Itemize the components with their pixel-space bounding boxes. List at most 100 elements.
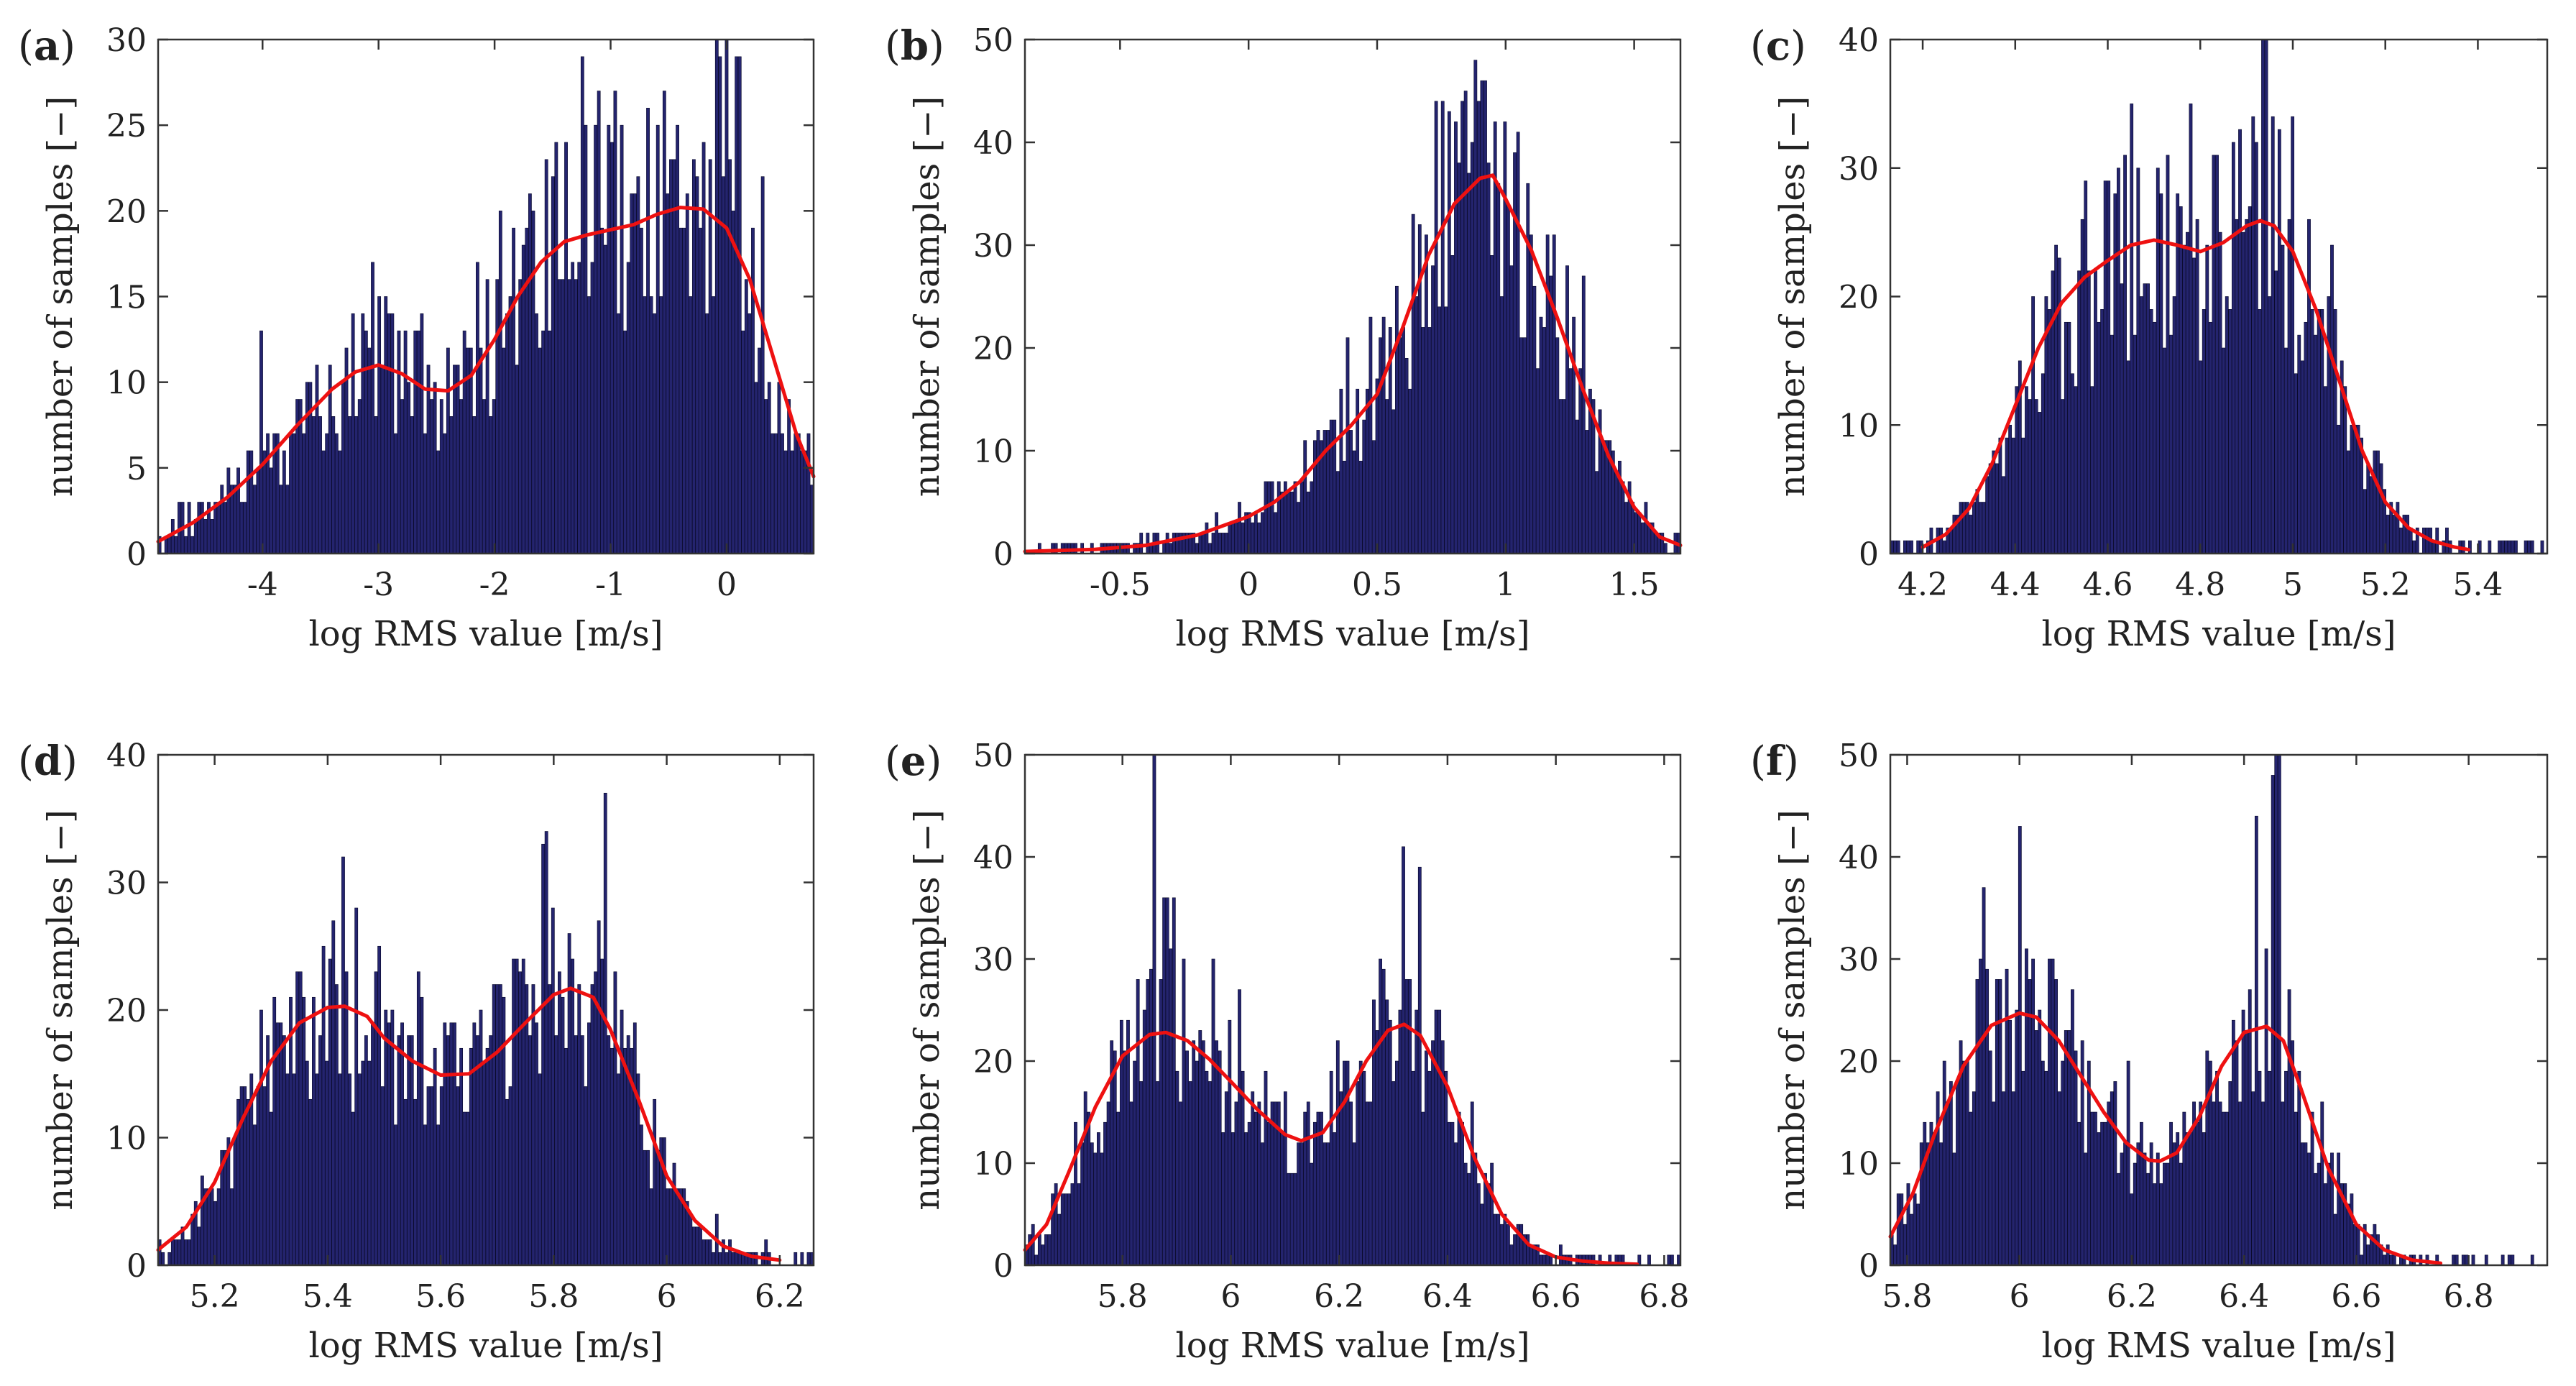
histogram-bar — [178, 1239, 181, 1266]
histogram-bar — [1133, 1060, 1136, 1266]
x-tick-label: 6.2 — [2107, 1278, 2157, 1315]
histogram-bar — [2235, 219, 2239, 554]
histogram-bar — [2208, 321, 2212, 554]
histogram-bar — [1312, 440, 1317, 554]
histogram-bar — [430, 399, 433, 554]
histogram-bar — [1444, 1070, 1448, 1266]
histogram-bar — [535, 313, 538, 554]
histogram-bar — [2314, 334, 2318, 554]
histogram-bar — [1106, 1101, 1110, 1266]
histogram-bar — [2048, 309, 2051, 554]
histogram-bar — [479, 347, 483, 554]
histogram-bar — [653, 1098, 657, 1266]
x-tick-label: 1.5 — [1609, 566, 1660, 603]
panel-label: (c) — [1750, 22, 1806, 70]
histogram-bar — [577, 984, 581, 1266]
histogram-bar — [2021, 1070, 2025, 1266]
histogram-bar — [2008, 424, 2012, 554]
histogram-bar — [472, 1022, 477, 1266]
histogram-bar — [2071, 989, 2074, 1266]
histogram-bar — [2294, 1111, 2298, 1266]
histogram-bar — [2172, 296, 2176, 554]
histogram-bar — [1484, 1172, 1487, 1266]
histogram-bar — [751, 1252, 755, 1266]
histogram-bar — [469, 347, 473, 554]
histogram-bar — [610, 142, 614, 554]
x-tick-label: 5.2 — [2360, 566, 2411, 603]
histogram-bar — [2225, 1111, 2229, 1266]
histogram-bar — [2156, 167, 2160, 554]
histogram-bar — [2189, 1132, 2193, 1266]
histogram-bar — [223, 1149, 227, 1266]
x-tick-label: 5.8 — [1098, 1278, 1148, 1315]
histogram-bar — [2186, 231, 2189, 554]
histogram-bar — [1460, 1121, 1464, 1266]
histogram-bar — [403, 330, 408, 554]
histogram-bar — [1224, 1091, 1228, 1266]
histogram-bar — [233, 1137, 237, 1266]
histogram-bar — [512, 227, 515, 554]
histogram-bar — [331, 920, 336, 1266]
histogram-bar — [2044, 1070, 2048, 1266]
histogram-bar — [2057, 1091, 2061, 1266]
histogram-bar — [2310, 309, 2314, 554]
histogram-bar — [626, 262, 630, 554]
histogram-bar — [783, 450, 788, 554]
histogram-bar — [2360, 1254, 2364, 1266]
histogram-bar — [2087, 270, 2091, 554]
histogram-bar — [282, 1035, 286, 1266]
histogram-bar — [2126, 360, 2130, 554]
histogram-bar — [2235, 1040, 2239, 1266]
histogram-bar — [2074, 1050, 2078, 1266]
histogram-bar — [1041, 1244, 1045, 1266]
histogram-bar — [554, 142, 558, 554]
histogram-bar — [1988, 1050, 1992, 1266]
histogram-bar — [1224, 533, 1228, 554]
histogram-bar — [1270, 481, 1274, 554]
histogram-bar — [2002, 476, 2005, 554]
histogram-bar — [538, 347, 542, 554]
histogram-bar — [1568, 368, 1573, 554]
histogram-bar — [187, 502, 191, 554]
histogram-bar — [341, 382, 345, 554]
x-tick-label: 6.6 — [2331, 1278, 2381, 1315]
histogram-bar — [2015, 386, 2019, 554]
y-tick-label: 30 — [973, 942, 1013, 978]
histogram-bar — [456, 1086, 460, 1266]
histogram-bar — [354, 416, 359, 554]
histogram-bar — [2094, 270, 2097, 554]
histogram-bar — [321, 945, 326, 1266]
histogram-bar — [2041, 1060, 2045, 1266]
histogram-bar — [210, 519, 214, 554]
x-tick-label: 6.8 — [1639, 1278, 1689, 1315]
histogram-bar — [617, 313, 620, 554]
histogram-bar — [2392, 1254, 2396, 1266]
histogram-bar — [351, 313, 355, 554]
y-tick-label: 0 — [126, 536, 147, 573]
histogram-bar — [210, 1188, 214, 1266]
y-tick-label: 30 — [973, 228, 1013, 265]
histogram-bar — [1297, 502, 1300, 554]
histogram-bar — [2274, 270, 2278, 554]
histogram-bar — [1434, 101, 1438, 554]
histogram-bar — [800, 1252, 804, 1266]
histogram-bar — [2383, 1254, 2386, 1266]
histogram-bar — [1959, 502, 1963, 554]
histogram-bar — [1431, 1040, 1435, 1266]
histogram-bar — [489, 1035, 493, 1266]
histogram-bar — [613, 971, 617, 1266]
histogram-bar — [308, 1098, 313, 1266]
histogram-bar — [2530, 540, 2534, 554]
histogram-bar — [243, 502, 247, 554]
histogram-bar — [1457, 1111, 1461, 1266]
histogram-bar — [1205, 522, 1209, 554]
histogram-bar — [2498, 540, 2501, 554]
histogram-bar — [2488, 540, 2492, 554]
histogram-bar — [737, 56, 742, 554]
histogram-bar — [1542, 1254, 1546, 1266]
histogram-bar — [2245, 1030, 2249, 1266]
histogram-bar — [2163, 347, 2166, 554]
density-curve — [156, 986, 782, 1262]
histogram-bar — [646, 108, 650, 554]
histogram-bar — [1182, 958, 1186, 1266]
